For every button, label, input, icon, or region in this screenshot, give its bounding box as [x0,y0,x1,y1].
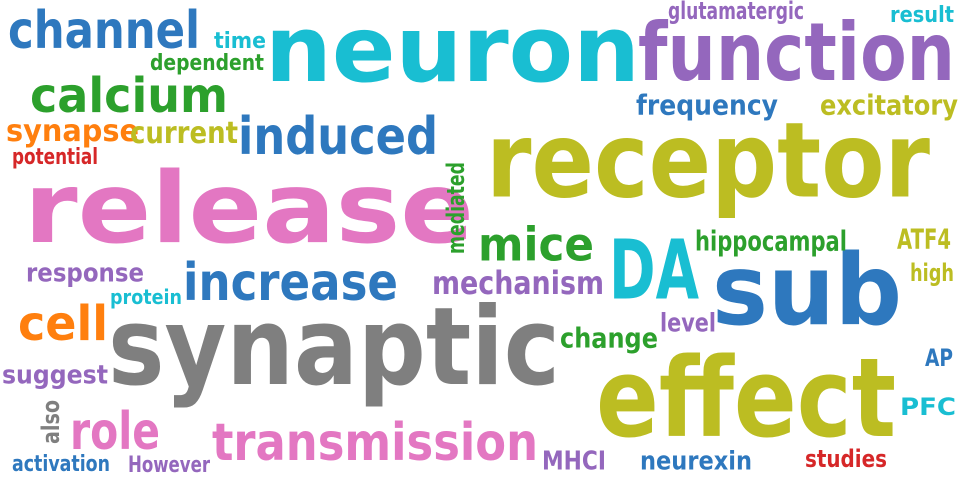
word-hippocampal: hippocampal [695,225,847,258]
word-potential: potential [12,143,98,170]
word-transmission: transmission [212,411,538,473]
word-increase: increase [183,251,398,313]
word-calcium: calcium [30,67,228,124]
word-da: DA [609,222,699,319]
word-neuron: neuron [265,0,640,104]
word-ap: AP [925,344,953,373]
word-synaptic: synaptic [108,284,560,411]
word-mediated: mediated [442,162,471,254]
word-mhci: MHCI [542,445,606,476]
word-excitatory: excitatory [820,89,958,122]
word-also: also [37,400,66,444]
word-high: high [910,259,954,288]
word-change: change [560,322,658,355]
word-glutamatergic: glutamatergic [668,0,804,26]
word-function: function [638,6,955,100]
word-sub: sub [712,233,902,348]
word-response: response [26,257,144,288]
word-induced: induced [238,105,438,167]
word-role: role [70,400,160,462]
word-however: However [128,451,210,478]
word-result: result [890,1,954,28]
word-time: time [214,27,266,54]
word-pfc: PFC [900,393,956,422]
word-frequency: frequency [636,89,778,122]
word-mechanism: mechanism [432,265,604,302]
word-studies: studies [805,445,887,474]
word-atf4: ATF4 [897,223,951,256]
word-suggest: suggest [2,359,108,390]
word-receptor: receptor [486,101,930,222]
word-current: current [130,115,238,151]
word-neurexin: neurexin [640,445,752,476]
word-cell: cell [18,295,108,352]
word-channel: channel [8,0,200,61]
word-effect: effect [596,335,896,463]
word-mice: mice [478,218,594,273]
word-activation: activation [12,450,110,477]
word-dependent: dependent [150,49,264,76]
word-release: release [24,151,474,266]
word-level: level [660,307,716,338]
word-protein: protein [110,286,182,310]
word-synapse: synapse [6,113,139,149]
